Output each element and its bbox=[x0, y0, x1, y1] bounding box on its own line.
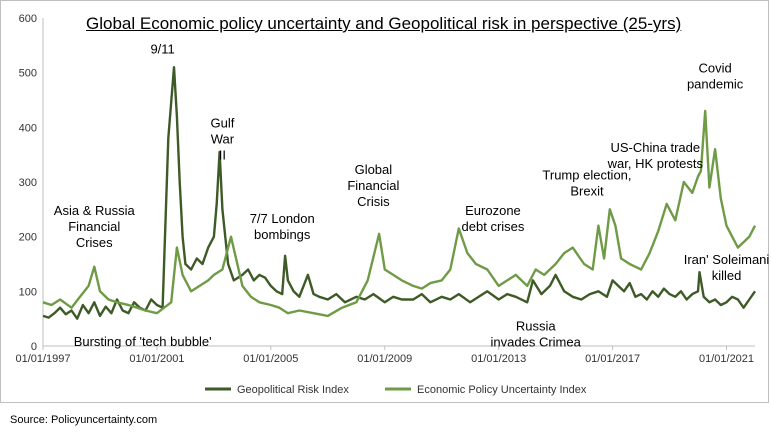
x-tick-label: 01/01/2013 bbox=[471, 353, 526, 365]
chart-annotation: Gulf War II bbox=[211, 115, 235, 162]
chart-title: Global Economic policy uncertainty and G… bbox=[86, 14, 682, 33]
chart-annotation: Trump election, Brexit bbox=[542, 167, 631, 198]
chart-annotation: Covid pandemic bbox=[687, 61, 744, 92]
chart-annotations: 9/11 Gulf War II Asia & Russia Financial Crise… bbox=[54, 42, 770, 350]
y-tick-label: 300 bbox=[19, 177, 37, 189]
chart-annotation: Bursting of 'tech bubble' bbox=[74, 334, 212, 349]
x-tick-label: 01/01/2021 bbox=[699, 353, 754, 365]
chart-annotation: 9/11 bbox=[150, 42, 174, 57]
chart-annotation: Iran' Soleimani killed bbox=[684, 252, 770, 283]
chart-annotation: Global Financial Crisis bbox=[347, 162, 399, 209]
chart-legend: Geopolitical Risk Index Economic Policy U… bbox=[205, 384, 587, 396]
series-line-1 bbox=[42, 65, 756, 320]
y-tick-label: 400 bbox=[19, 122, 37, 134]
source-note: Source: Policyuncertainty.com bbox=[10, 414, 158, 426]
chart-annotation: 7/7 London bombings bbox=[250, 211, 315, 242]
series-line-2 bbox=[42, 109, 757, 318]
chart-annotation: Asia & Russia Financial Crises bbox=[54, 203, 136, 250]
chart-annotation: US-China trade war, HK protests bbox=[607, 140, 704, 171]
chart-annotation: Eurozone debt crises bbox=[462, 203, 525, 234]
legend-label: Geopolitical Risk Index bbox=[237, 384, 349, 396]
line-chart: 0 100 200 300 400 500 600 01/01/1997 01/01/2001 0… bbox=[15, 13, 770, 396]
chart-series bbox=[42, 65, 757, 320]
x-tick-label: 01/01/2001 bbox=[129, 353, 184, 365]
chart-annotation: Russia invades Crimea bbox=[491, 319, 582, 350]
y-tick-label: 500 bbox=[19, 68, 37, 80]
chart-axes: 0 100 200 300 400 500 600 01/01/1997 01/01/2001 0… bbox=[15, 13, 755, 365]
y-tick-label: 100 bbox=[19, 286, 37, 298]
chart-frame bbox=[0, 0, 769, 403]
x-tick-label: 01/01/2005 bbox=[243, 353, 298, 365]
x-tick-label: 01/01/2009 bbox=[357, 353, 412, 365]
legend-label: Economic Policy Uncertainty Index bbox=[417, 384, 587, 396]
y-tick-label: 0 bbox=[31, 341, 37, 353]
y-tick-label: 600 bbox=[19, 13, 37, 25]
x-tick-label: 01/01/1997 bbox=[15, 353, 70, 365]
y-tick-label: 200 bbox=[19, 232, 37, 244]
x-tick-label: 01/01/2017 bbox=[585, 353, 640, 365]
